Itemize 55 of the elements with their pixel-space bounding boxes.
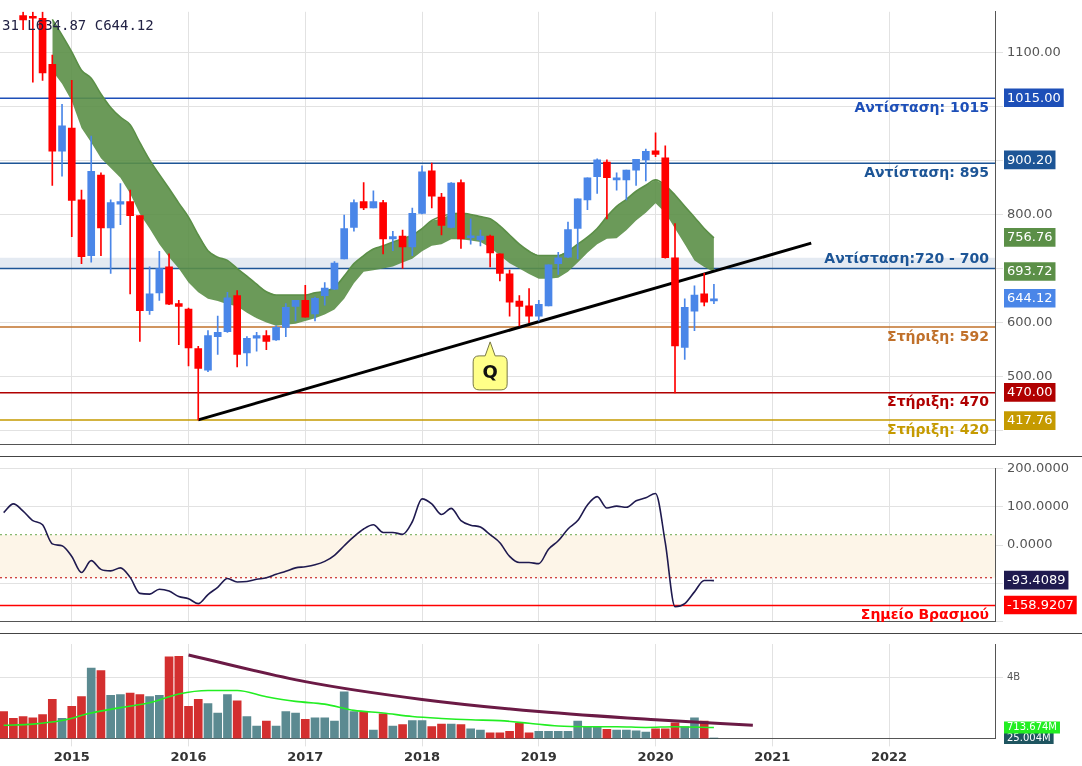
y-tick-label: 644.12 (1007, 290, 1053, 306)
ref-line-label: Στήριξη: 470 (887, 393, 990, 410)
x-tick-label: 2018 (403, 748, 441, 764)
y-tick-label: 756.76 (1007, 229, 1053, 245)
y-tick-label: 713.674M (1007, 721, 1057, 733)
x-tick-label: 2022 (870, 748, 908, 764)
y-tick-label: 600.00 (1007, 313, 1053, 329)
x-tick-label: 2015 (53, 748, 90, 764)
band-label: Αντίσταση:720 - 700 (824, 250, 990, 267)
line-series (2, 689, 715, 729)
x-tick-label: 2021 (754, 748, 791, 764)
bar (446, 723, 456, 739)
ref-line-label: Αντίσταση: 1015 (854, 98, 989, 115)
candlestick (213, 315, 222, 355)
y-tick-label: 470.00 (1007, 384, 1053, 400)
candlestick (700, 273, 709, 307)
y-tick-label: 693.72 (1007, 263, 1053, 279)
bar (86, 667, 96, 739)
bar (398, 724, 407, 739)
line-series (187, 653, 755, 727)
y-tick-label: -93.4089 (1007, 571, 1066, 587)
y-tick-label: 417.76 (1007, 412, 1053, 428)
x-tick-label: 2020 (637, 748, 674, 764)
y-tick-label: 1100.00 (1007, 43, 1061, 59)
bar (232, 700, 242, 739)
x-tick-label: 2016 (170, 748, 207, 764)
line-series (2, 492, 715, 608)
y-tick-label: 500.00 (1007, 368, 1053, 384)
annotation: Q (482, 360, 498, 382)
bar (456, 724, 466, 739)
ref-line-label: Στήριξη: 592 (887, 327, 989, 344)
bar (96, 670, 106, 739)
candlestick (466, 218, 475, 245)
candlestick (389, 230, 397, 252)
ref-line-label: Στήριξη: 420 (887, 420, 990, 437)
bar (300, 718, 310, 739)
bar (359, 711, 368, 739)
y-tick-label: 200.0000 (1007, 460, 1070, 476)
bar (262, 720, 271, 739)
y-tick-label: 900.20 (1007, 151, 1053, 167)
candlestick (126, 189, 134, 295)
y-tick-label: 25.004M (1007, 731, 1051, 743)
y-tick-label: -158.9207 (1007, 596, 1074, 612)
x-tick-label: 2017 (287, 748, 324, 764)
ref-line-label: Σημείο Βρασμού (860, 606, 989, 623)
y-tick-label: 100.0000 (1007, 498, 1070, 514)
y-tick-label: 800.00 (1007, 205, 1053, 221)
candlestick (174, 300, 183, 346)
y-tick-label: 0.0000 (1007, 536, 1053, 552)
ref-line-label: Αντίσταση: 895 (864, 163, 989, 180)
y-tick-label: 4B (1007, 671, 1021, 683)
candlestick (710, 283, 718, 305)
bar (369, 729, 378, 739)
x-tick-label: 2019 (520, 748, 557, 764)
y-tick-label: 1015.00 (1007, 89, 1061, 105)
